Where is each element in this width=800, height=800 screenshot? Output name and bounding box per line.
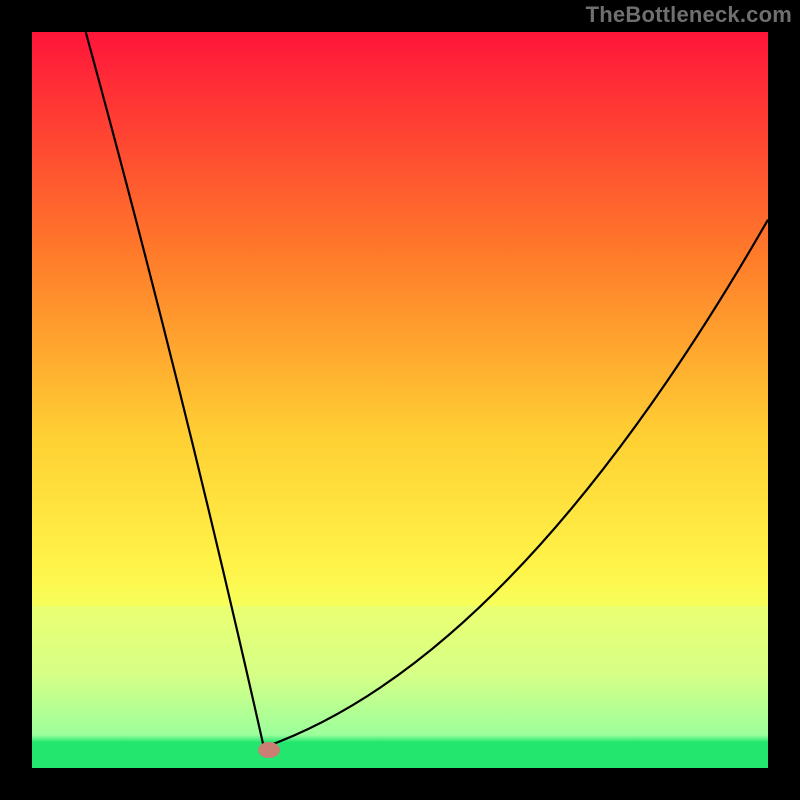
watermark-text: TheBottleneck.com — [586, 2, 792, 28]
valley-marker-icon — [258, 742, 280, 758]
curve-svg — [32, 32, 768, 768]
chart-canvas: TheBottleneck.com — [0, 0, 800, 800]
plot-area — [32, 32, 768, 768]
curve-path — [86, 32, 768, 747]
